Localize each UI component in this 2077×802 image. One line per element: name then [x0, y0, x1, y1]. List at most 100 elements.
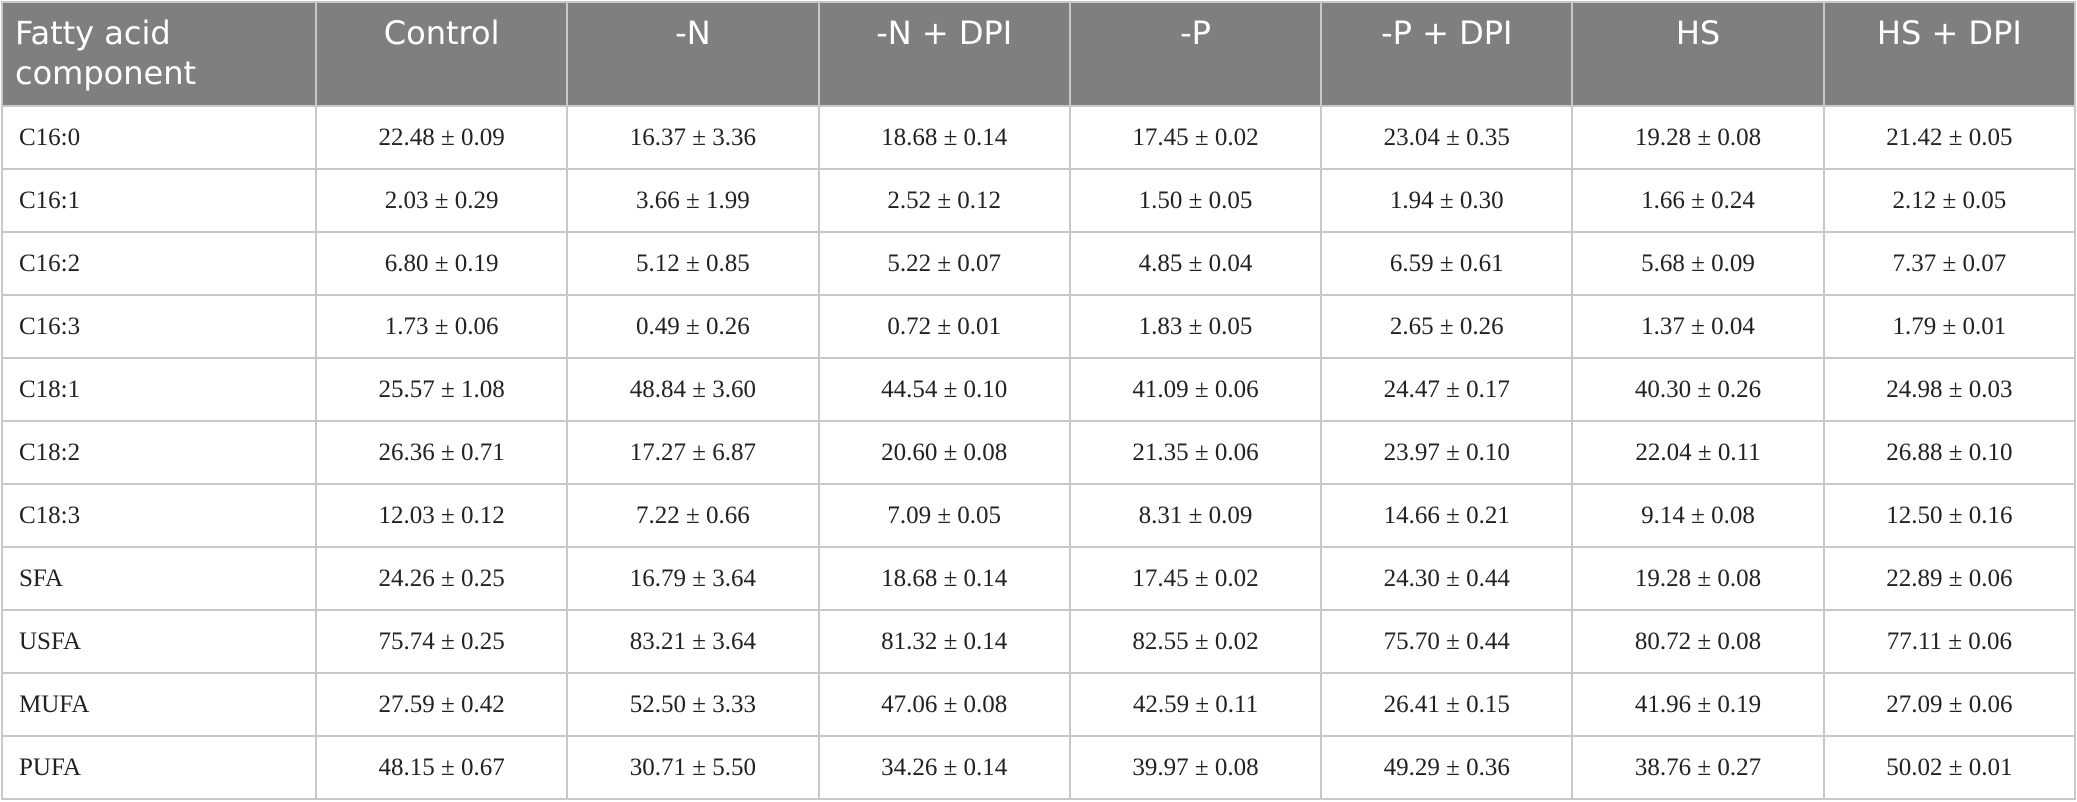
table-cell: 16.79 ± 3.64 — [566, 546, 820, 611]
table-cell: 42.59 ± 0.11 — [1068, 672, 1323, 737]
table-row: USFA 75.74 ± 0.25 83.21 ± 3.64 81.32 ± 0.14… — [1, 609, 2077, 674]
table-cell: 1.66 ± 0.24 — [1571, 168, 1825, 233]
table-row: C18:3 12.03 ± 0.12 7.22 ± 0.66 7.09 ± 0.05 8… — [1, 483, 2077, 548]
table-cell: 40.30 ± 0.26 — [1571, 357, 1825, 422]
table-cell: 27.09 ± 0.06 — [1822, 672, 2077, 737]
header-cell: Control — [314, 1, 569, 107]
table-cell: 80.72 ± 0.08 — [1571, 609, 1825, 674]
table-cell: 26.41 ± 0.15 — [1320, 672, 1574, 737]
table-cell: 18.68 ± 0.14 — [817, 546, 1071, 611]
row-label: C18:2 — [1, 420, 317, 485]
table-cell: 7.22 ± 0.66 — [566, 483, 820, 548]
table-cell: 2.52 ± 0.12 — [817, 168, 1071, 233]
table-cell: 22.04 ± 0.11 — [1571, 420, 1825, 485]
table-cell: 44.54 ± 0.10 — [817, 357, 1071, 422]
table-row: C18:1 25.57 ± 1.08 48.84 ± 3.60 44.54 ± 0.1… — [1, 357, 2077, 422]
table-cell: 14.66 ± 0.21 — [1320, 483, 1574, 548]
table-cell: 27.59 ± 0.42 — [314, 672, 569, 737]
table-cell: 8.31 ± 0.09 — [1068, 483, 1323, 548]
row-label: PUFA — [1, 735, 317, 800]
table-row: C16:2 6.80 ± 0.19 5.12 ± 0.85 5.22 ± 0.07 4.… — [1, 231, 2077, 296]
table-cell: 0.72 ± 0.01 — [817, 294, 1071, 359]
table-cell: 24.98 ± 0.03 — [1822, 357, 2077, 422]
table-cell: 26.36 ± 0.71 — [314, 420, 569, 485]
table-cell: 19.28 ± 0.08 — [1571, 105, 1825, 170]
table-cell: 6.80 ± 0.19 — [314, 231, 569, 296]
table-cell: 1.37 ± 0.04 — [1571, 294, 1825, 359]
header-cell: -P + DPI — [1320, 1, 1574, 107]
table-cell: 2.03 ± 0.29 — [314, 168, 569, 233]
table-row: C16:3 1.73 ± 0.06 0.49 ± 0.26 0.72 ± 0.01 1.… — [1, 294, 2077, 359]
table-row: C16:0 22.48 ± 0.09 16.37 ± 3.36 18.68 ± 0.1… — [1, 105, 2077, 170]
table-row: PUFA 48.15 ± 0.67 30.71 ± 5.50 34.26 ± 0.14… — [1, 735, 2077, 800]
table-cell: 25.57 ± 1.08 — [314, 357, 569, 422]
header-cell: Fatty acid component — [1, 1, 317, 107]
table-cell: 82.55 ± 0.02 — [1068, 609, 1323, 674]
row-label: C16:0 — [1, 105, 317, 170]
table-cell: 75.70 ± 0.44 — [1320, 609, 1574, 674]
table-cell: 7.09 ± 0.05 — [817, 483, 1071, 548]
table-cell: 2.65 ± 0.26 — [1320, 294, 1574, 359]
table-cell: 75.74 ± 0.25 — [314, 609, 569, 674]
header-row: Fatty acid component Control -N -N + DPI -P -… — [1, 1, 2077, 107]
table-cell: 30.71 ± 5.50 — [566, 735, 820, 800]
table-cell: 39.97 ± 0.08 — [1068, 735, 1323, 800]
table-cell: 52.50 ± 3.33 — [566, 672, 820, 737]
table-row: C16:1 2.03 ± 0.29 3.66 ± 1.99 2.52 ± 0.12 1.… — [1, 168, 2077, 233]
table-cell: 2.12 ± 0.05 — [1822, 168, 2077, 233]
table-cell: 47.06 ± 0.08 — [817, 672, 1071, 737]
table-cell: 34.26 ± 0.14 — [817, 735, 1071, 800]
table-cell: 5.22 ± 0.07 — [817, 231, 1071, 296]
row-label: SFA — [1, 546, 317, 611]
table-cell: 22.48 ± 0.09 — [314, 105, 569, 170]
table-cell: 17.45 ± 0.02 — [1068, 105, 1323, 170]
table-cell: 1.83 ± 0.05 — [1068, 294, 1323, 359]
table-cell: 17.45 ± 0.02 — [1068, 546, 1323, 611]
table-cell: 41.09 ± 0.06 — [1068, 357, 1323, 422]
table-cell: 24.47 ± 0.17 — [1320, 357, 1574, 422]
row-label: C18:3 — [1, 483, 317, 548]
table-cell: 1.94 ± 0.30 — [1320, 168, 1574, 233]
table-cell: 5.68 ± 0.09 — [1571, 231, 1825, 296]
table-row: SFA 24.26 ± 0.25 16.79 ± 3.64 18.68 ± 0.14 1… — [1, 546, 2077, 611]
table-cell: 48.15 ± 0.67 — [314, 735, 569, 800]
table-cell: 6.59 ± 0.61 — [1320, 231, 1574, 296]
table-cell: 18.68 ± 0.14 — [817, 105, 1071, 170]
table-cell: 12.50 ± 0.16 — [1822, 483, 2077, 548]
table-cell: 26.88 ± 0.10 — [1822, 420, 2077, 485]
table-cell: 9.14 ± 0.08 — [1571, 483, 1825, 548]
table-cell: 20.60 ± 0.08 — [817, 420, 1071, 485]
table-cell: 16.37 ± 3.36 — [566, 105, 820, 170]
table-cell: 1.50 ± 0.05 — [1068, 168, 1323, 233]
table-cell: 12.03 ± 0.12 — [314, 483, 569, 548]
table-cell: 22.89 ± 0.06 — [1822, 546, 2077, 611]
header-cell: -N — [566, 1, 820, 107]
table-cell: 77.11 ± 0.06 — [1822, 609, 2077, 674]
table-cell: 5.12 ± 0.85 — [566, 231, 820, 296]
table-cell: 49.29 ± 0.36 — [1320, 735, 1574, 800]
row-label: USFA — [1, 609, 317, 674]
table-cell: 21.42 ± 0.05 — [1822, 105, 2077, 170]
header-cell: -N + DPI — [817, 1, 1071, 107]
table-cell: 83.21 ± 3.64 — [566, 609, 820, 674]
header-cell: -P — [1068, 1, 1323, 107]
table-cell: 19.28 ± 0.08 — [1571, 546, 1825, 611]
header-cell: HS + DPI — [1822, 1, 2077, 107]
table-cell: 23.04 ± 0.35 — [1320, 105, 1574, 170]
table-cell: 17.27 ± 6.87 — [566, 420, 820, 485]
table-cell: 50.02 ± 0.01 — [1822, 735, 2077, 800]
table-cell: 24.30 ± 0.44 — [1320, 546, 1574, 611]
table-cell: 1.73 ± 0.06 — [314, 294, 569, 359]
table-cell: 1.79 ± 0.01 — [1822, 294, 2077, 359]
table-cell: 23.97 ± 0.10 — [1320, 420, 1574, 485]
table-cell: 4.85 ± 0.04 — [1068, 231, 1323, 296]
table-cell: 48.84 ± 3.60 — [566, 357, 820, 422]
table-cell: 0.49 ± 0.26 — [566, 294, 820, 359]
table-cell: 41.96 ± 0.19 — [1571, 672, 1825, 737]
table-row: C18:2 26.36 ± 0.71 17.27 ± 6.87 20.60 ± 0.0… — [1, 420, 2077, 485]
row-label: C18:1 — [1, 357, 317, 422]
table-cell: 24.26 ± 0.25 — [314, 546, 569, 611]
table-row: MUFA 27.59 ± 0.42 52.50 ± 3.33 47.06 ± 0.08… — [1, 672, 2077, 737]
